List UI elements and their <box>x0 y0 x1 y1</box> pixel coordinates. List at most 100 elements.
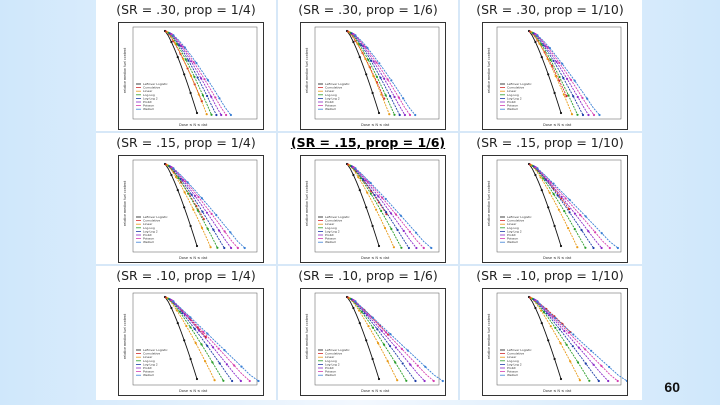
panel: (SR = .10, prop = 1/4) relative median fu… <box>96 266 276 398</box>
series-line <box>167 31 208 115</box>
y-axis-label: relative median fuel content <box>123 180 127 226</box>
series-marker <box>206 79 209 82</box>
legend-label: Poisson <box>325 237 336 241</box>
series-marker <box>409 363 412 366</box>
series-marker <box>212 228 215 231</box>
series-marker <box>218 362 221 365</box>
series-marker <box>406 349 409 352</box>
series-line <box>531 164 578 248</box>
plot-frame: relative median fuel content Dose ≤ N ≤ d… <box>300 22 446 130</box>
plot-frame: relative median fuel content Dose ≤ N ≤ d… <box>300 155 446 263</box>
series-marker <box>186 314 189 317</box>
series-marker <box>584 362 587 365</box>
plot-frame: relative median fuel content Dose ≤ N ≤ d… <box>118 155 264 263</box>
plot-svg: relative median fuel content Dose ≤ N ≤ d… <box>487 26 622 127</box>
series-line <box>534 166 602 249</box>
series-marker <box>399 214 402 217</box>
series-marker <box>559 377 563 381</box>
series-marker <box>175 309 178 312</box>
legend-label: Cumulative <box>325 86 342 90</box>
series-marker <box>371 91 374 95</box>
series-marker <box>195 377 199 381</box>
legend-label: Weibull <box>143 107 154 111</box>
series-marker <box>547 339 550 342</box>
grid-divider <box>96 264 642 266</box>
figure-grid: (SR = .30, prop = 1/4) relative median fu… <box>96 0 642 400</box>
series-marker <box>572 333 575 336</box>
legend-label: Leftover Logistic <box>507 215 532 219</box>
axes-box <box>314 292 440 386</box>
series-marker <box>172 167 175 170</box>
panel-title: (SR = .30, prop = 1/4) <box>116 2 256 17</box>
series-marker <box>402 97 405 100</box>
plot-frame: relative median fuel content Dose ≤ N ≤ d… <box>482 22 628 130</box>
panel: (SR = .10, prop = 1/10) relative median f… <box>460 266 640 398</box>
series-marker <box>183 73 186 76</box>
series-marker <box>195 111 199 115</box>
series-marker <box>365 339 368 342</box>
legend-label: Cumulative <box>143 219 160 223</box>
x-axis-label: Dose ≤ N ≤ dat <box>179 123 208 127</box>
series-marker <box>616 379 619 383</box>
series-marker <box>397 96 400 99</box>
series-line <box>532 298 590 382</box>
series-line <box>169 166 225 249</box>
series-line <box>167 164 212 248</box>
legend-label: Linear <box>507 89 517 93</box>
series-marker <box>181 312 184 315</box>
series-marker <box>573 212 577 215</box>
y-axis-label: relative median fuel content <box>305 180 309 226</box>
series-marker <box>600 364 603 367</box>
series-marker <box>365 73 368 76</box>
legend-label: Log-Log 2 <box>507 229 522 233</box>
series-line <box>533 33 584 116</box>
x-axis-label: Dose ≤ N ≤ dat <box>179 389 208 393</box>
series-marker <box>196 209 199 212</box>
y-axis-label: relative median fuel content <box>305 313 309 359</box>
series-marker <box>233 364 236 367</box>
series-marker <box>567 227 570 230</box>
series-marker <box>204 360 207 363</box>
series-marker <box>383 226 387 230</box>
legend-label: Leftover Logistic <box>143 215 168 219</box>
x-axis-label: Dose ≤ N ≤ dat <box>543 389 572 393</box>
legend-label: Log-Log <box>507 93 519 97</box>
legend-label: Leftover Logistic <box>325 82 350 86</box>
series-line <box>168 32 212 115</box>
series-marker <box>424 365 427 368</box>
series-marker <box>352 306 355 310</box>
panel: (SR = .30, prop = 1/6) relative median fu… <box>278 0 458 132</box>
series-marker <box>240 365 243 368</box>
series-marker <box>200 77 203 80</box>
plot-svg: relative median fuel content Dose ≤ N ≤ d… <box>305 159 440 260</box>
legend-label: Linear <box>325 89 335 93</box>
series-marker <box>563 329 566 333</box>
series-marker <box>579 214 582 217</box>
series-marker <box>181 45 185 48</box>
series-marker <box>534 40 537 44</box>
series-marker <box>552 182 555 185</box>
series-line <box>346 163 380 247</box>
series-marker <box>581 113 585 117</box>
series-marker <box>220 113 223 117</box>
series-marker <box>441 379 444 383</box>
series-marker <box>542 44 545 47</box>
series-marker <box>185 324 188 328</box>
series-marker <box>547 73 550 76</box>
series-marker <box>398 113 401 117</box>
series-marker <box>196 76 199 79</box>
legend-label: Probit <box>143 100 152 104</box>
series-marker <box>561 62 564 65</box>
series-marker <box>396 379 399 382</box>
series-marker <box>380 329 383 332</box>
legend-label: Log-Log 2 <box>143 96 158 100</box>
series-marker <box>170 306 173 310</box>
series-line <box>535 300 618 382</box>
plot-frame: relative median fuel content Dose ≤ N ≤ d… <box>118 22 264 130</box>
page-number: 60 <box>664 379 680 395</box>
series-marker <box>540 309 543 312</box>
series-marker <box>354 300 357 303</box>
legend-label: Leftover Logistic <box>507 82 532 86</box>
series-marker <box>567 94 570 97</box>
legend-label: Weibull <box>325 107 336 111</box>
